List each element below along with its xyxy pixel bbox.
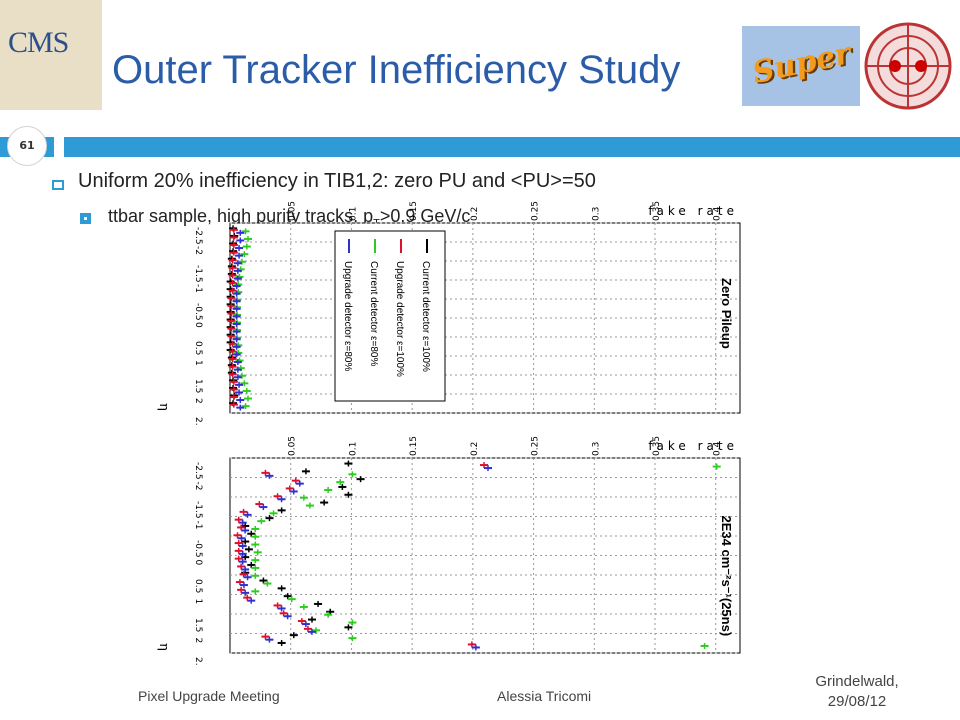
- x-tick-label: -1: [193, 284, 203, 293]
- cms-logo-text: CMS: [8, 26, 69, 59]
- legend-entry-0: Current detector ε=100%: [420, 261, 431, 372]
- x-tick-label: 2: [193, 398, 203, 404]
- y-tick-label: 0.4: [713, 206, 723, 221]
- y-axis-label: fake rate: [648, 204, 738, 218]
- x-tick-label: -0.5: [193, 303, 203, 321]
- x-tick-label: -1: [193, 521, 203, 530]
- footer-right-line1: Grindelwald,: [815, 673, 899, 690]
- y-tick-label: 0.1: [348, 207, 358, 221]
- bullet-level1: Uniform 20% inefficiency in TIB1,2: zero…: [78, 170, 596, 192]
- bullet-level2-tail: >0.9 GeV/c: [379, 206, 471, 226]
- x-tick-label: -2.5: [193, 227, 203, 245]
- y-tick-label: 0.35: [652, 436, 662, 456]
- x-tick-label: 1.5: [193, 618, 203, 632]
- x-tick-label: 2.5: [193, 417, 203, 425]
- y-tick-label: 0.25: [531, 436, 541, 456]
- y-tick-label: 0.2: [470, 207, 480, 221]
- x-tick-label: -2: [193, 482, 203, 491]
- cms-logo: CMS: [0, 0, 102, 110]
- x-tick-label: -1.5: [193, 501, 203, 519]
- x-tick-label: 1.5: [193, 379, 203, 393]
- y-tick-label: 0.15: [409, 436, 419, 456]
- title-bar-right: [64, 137, 960, 157]
- y-axis-label: fake rate: [648, 439, 738, 453]
- footer-right: Grindelwald, 29/08/12: [792, 672, 922, 712]
- y-tick-label: 0.25: [531, 201, 541, 221]
- super-lhc-logo: Super: [742, 26, 860, 106]
- x-tick-label: -2: [193, 246, 203, 255]
- x-tick-label: -0.5: [193, 540, 203, 558]
- y-tick-label: 0.1: [348, 442, 358, 456]
- page-title: Outer Tracker Inefficiency Study: [112, 48, 681, 92]
- x-tick-label: 2.5: [193, 657, 203, 665]
- y-tick-label: 0.3: [591, 207, 601, 221]
- bullet-filled-square-icon: [80, 213, 91, 224]
- chart-zero-pileup: 0.05 0.1 0.15 0.2 0.25 0.3 0.35 0.4 -2.5-2 -1.5-1…: [156, 201, 741, 425]
- y-tick-label: 0.05: [288, 436, 298, 456]
- y-tick-label: 0.35: [652, 201, 662, 221]
- legend-box: [334, 230, 446, 402]
- super-logo-text: Super: [749, 36, 854, 91]
- footer-left: Pixel Upgrade Meeting: [138, 688, 280, 704]
- bullet-level2-main: ttbar sample, high purity tracks, p: [108, 206, 374, 226]
- y-tick-label: 0.4: [713, 441, 723, 456]
- x-axis-label: η: [156, 643, 171, 651]
- x-tick-label: 0.5: [193, 341, 203, 355]
- lhc-detector-icon: [864, 22, 952, 110]
- legend-entry-2: Current detector ε=80%: [368, 261, 379, 366]
- x-tick-label: 0: [193, 322, 203, 328]
- footer-center: Alessia Tricomi: [497, 688, 592, 704]
- y-tick-label: 0.15: [409, 201, 419, 221]
- y-tick-label: 0.05: [288, 201, 298, 221]
- x-tick-label: 0.5: [193, 579, 203, 593]
- chart-2e34: 0.05 0.1 0.15 0.2 0.25 0.3 0.35 0.4 -2.5 -2 -1.5 -1…: [156, 436, 741, 665]
- y-tick-label: 0.2: [470, 442, 480, 456]
- legend-entry-1: Upgrade detector ε=100%: [394, 261, 405, 377]
- x-tick-label: 2: [193, 638, 203, 644]
- x-tick-label: 1: [193, 599, 203, 605]
- chart-title: 2E34 cm⁻²s⁻¹(25ns): [719, 516, 734, 637]
- x-tick-label: 1: [193, 360, 203, 366]
- bullet-square-icon: [52, 180, 64, 190]
- footer-right-line2: 29/08/12: [827, 693, 887, 710]
- y-tick-label: 0.3: [591, 442, 601, 456]
- slide-number: 61: [7, 126, 47, 166]
- x-tick-label: -2.5: [193, 462, 203, 480]
- chart-title: Zero Pileup: [719, 278, 734, 349]
- x-axis-label: η: [156, 403, 171, 411]
- x-tick-label: -1.5: [193, 265, 203, 283]
- x-tick-label: 0: [193, 560, 203, 566]
- legend-entry-3: Upgrade detector ε=80%: [342, 261, 353, 371]
